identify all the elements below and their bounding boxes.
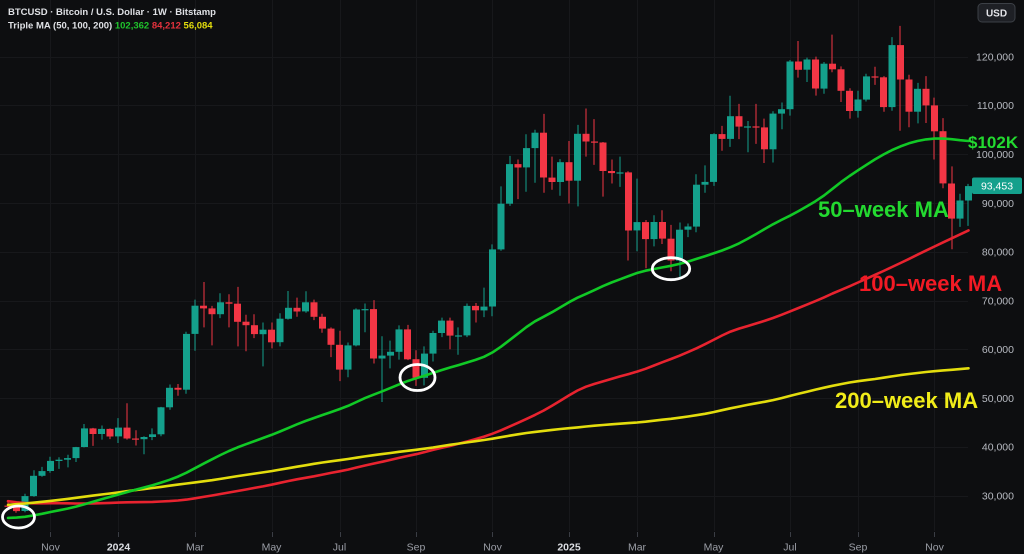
svg-text:110,000: 110,000: [977, 100, 1014, 112]
svg-text:200–week MA: 200–week MA: [835, 388, 978, 413]
svg-text:100–week MA: 100–week MA: [859, 271, 1002, 296]
svg-text:2024: 2024: [107, 542, 131, 554]
svg-text:40,000: 40,000: [982, 442, 1014, 454]
svg-text:Nov: Nov: [925, 542, 944, 554]
svg-text:Sep: Sep: [849, 542, 868, 554]
svg-text:Jul: Jul: [783, 542, 796, 554]
svg-text:Nov: Nov: [483, 542, 502, 554]
svg-text:May: May: [262, 542, 283, 554]
svg-text:Sep: Sep: [407, 542, 426, 554]
svg-text:May: May: [704, 542, 725, 554]
svg-text:Mar: Mar: [628, 542, 647, 554]
svg-text:120,000: 120,000: [976, 51, 1014, 63]
svg-text:100,000: 100,000: [976, 149, 1014, 161]
svg-text:2025: 2025: [557, 542, 581, 554]
svg-text:70,000: 70,000: [982, 295, 1014, 307]
svg-text:Mar: Mar: [186, 542, 205, 554]
svg-text:50–week MA: 50–week MA: [818, 197, 949, 222]
svg-text:30,000: 30,000: [982, 491, 1014, 503]
svg-text:USD: USD: [986, 9, 1007, 20]
svg-text:Triple MA (50, 100, 200) 102,: Triple MA (50, 100, 200) 102,362 84,212 …: [8, 21, 213, 32]
svg-text:Nov: Nov: [41, 542, 60, 554]
svg-text:60,000: 60,000: [982, 344, 1014, 356]
svg-text:90,000: 90,000: [982, 198, 1014, 210]
svg-text:50,000: 50,000: [982, 393, 1014, 405]
svg-text:Jul: Jul: [333, 542, 346, 554]
svg-text:80,000: 80,000: [982, 247, 1014, 259]
svg-text:BTCUSD · Bitcoin / U.S. Dollar: BTCUSD · Bitcoin / U.S. Dollar · 1W · Bi…: [8, 7, 216, 18]
svg-text:93,453: 93,453: [981, 181, 1013, 193]
svg-text:$102K: $102K: [968, 133, 1019, 152]
